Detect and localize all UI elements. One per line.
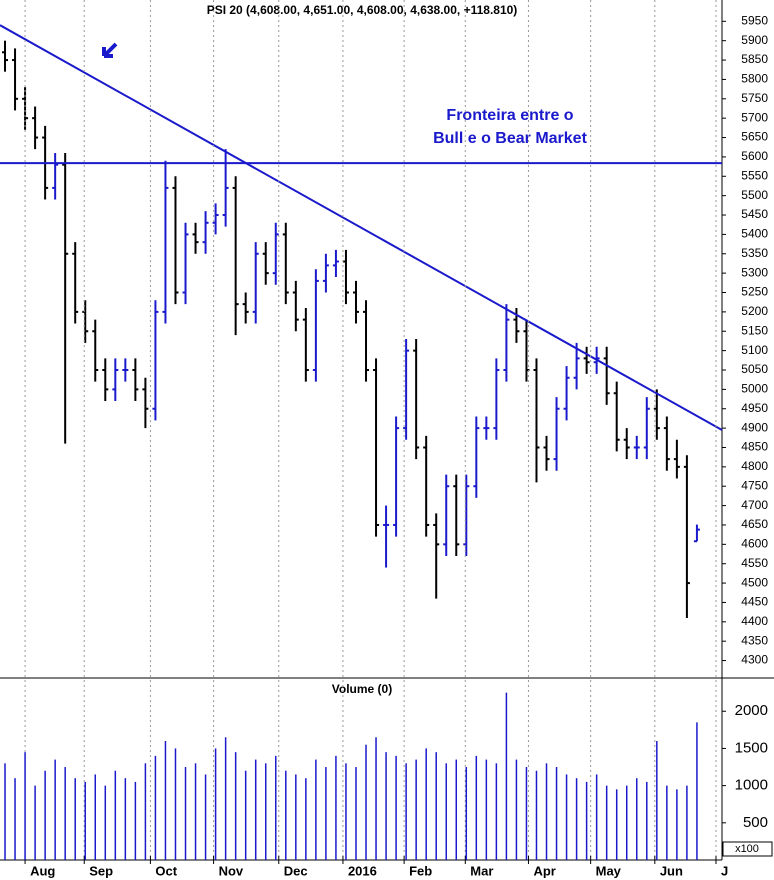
y-tick-label: 5650 [741,130,768,144]
unit-box [722,841,773,857]
annotation: Bull e o Bear Market [433,130,588,147]
y-tick-label: 5700 [741,110,768,124]
x-tick-label: Jun [660,863,683,878]
y-tick-label: 5050 [741,362,768,376]
x-tick-label: J [721,863,728,878]
y-tick-label: 5450 [741,207,768,221]
y-tick-label: 5600 [741,149,768,163]
y-tick-label: 4750 [741,478,768,492]
y-tick-label: 4850 [741,440,768,454]
y-tick-label: 5350 [741,246,768,260]
x-tick-label: Nov [219,863,244,878]
arrow-icon [102,42,118,58]
y-tick-label: 4350 [741,633,768,647]
annotation: Fronteira entre o [446,107,573,124]
y-tick-label: 5300 [741,265,768,279]
y-tick-label: 1000 [735,777,768,794]
y-tick-label: 5950 [741,13,768,27]
x-tick-label: Sep [89,863,113,878]
y-tick-label: 4900 [741,420,768,434]
x-tick-label: Mar [470,863,493,878]
y-tick-label: 4700 [741,498,768,512]
y-tick-label: 4400 [741,614,768,628]
x-tick-label: Oct [155,863,177,878]
y-tick-label: 4450 [741,595,768,609]
y-tick-label: 5850 [741,52,768,66]
y-tick-label: 5250 [741,285,768,299]
y-tick-label: 5900 [741,33,768,47]
y-tick-label: 4650 [741,517,768,531]
chart-title: PSI 20 (4,608.00, 4,651.00, 4,608.00, 4,… [207,3,518,17]
y-tick-label: 500 [743,814,768,831]
x-tick-label: 2016 [348,863,377,878]
y-tick-label: 5150 [741,323,768,337]
y-tick-label: 4300 [741,653,768,667]
y-tick-label: 5500 [741,188,768,202]
x-tick-label: Apr [533,863,555,878]
y-tick-label: 5550 [741,168,768,182]
x-tick-label: May [596,863,622,878]
y-tick-label: 5000 [741,382,768,396]
y-tick-label: 4550 [741,556,768,570]
x-tick-label: Aug [30,863,55,878]
unit-label: x100 [735,843,759,855]
y-tick-label: 4800 [741,459,768,473]
y-tick-label: 5100 [741,343,768,357]
y-tick-label: 5400 [741,227,768,241]
y-tick-label: 5800 [741,72,768,86]
y-tick-label: 4500 [741,575,768,589]
volume-title: Volume (0) [332,682,392,696]
y-tick-label: 5750 [741,91,768,105]
y-tick-label: 4600 [741,537,768,551]
y-tick-label: 4950 [741,401,768,415]
trend-line [0,24,723,431]
y-tick-label: 2000 [735,702,768,719]
y-tick-label: 5200 [741,304,768,318]
x-tick-label: Dec [284,863,308,878]
y-tick-label: 1500 [735,739,768,756]
x-tick-label: Feb [409,863,432,878]
